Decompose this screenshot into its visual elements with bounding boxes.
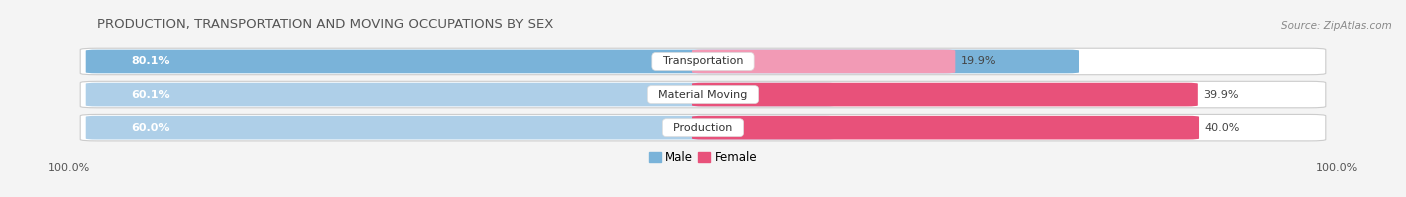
- Text: 100.0%: 100.0%: [1316, 163, 1358, 173]
- Text: Production: Production: [666, 123, 740, 133]
- FancyBboxPatch shape: [80, 48, 1326, 75]
- FancyBboxPatch shape: [692, 83, 1198, 106]
- Text: PRODUCTION, TRANSPORTATION AND MOVING OCCUPATIONS BY SEX: PRODUCTION, TRANSPORTATION AND MOVING OC…: [97, 18, 553, 31]
- FancyBboxPatch shape: [86, 83, 837, 106]
- Text: 19.9%: 19.9%: [960, 57, 997, 66]
- FancyBboxPatch shape: [80, 114, 1326, 141]
- Text: 80.1%: 80.1%: [131, 57, 170, 66]
- Text: Source: ZipAtlas.com: Source: ZipAtlas.com: [1281, 21, 1392, 31]
- FancyBboxPatch shape: [86, 50, 1078, 73]
- Text: 40.0%: 40.0%: [1205, 123, 1240, 133]
- Text: 60.1%: 60.1%: [131, 90, 170, 99]
- Text: 100.0%: 100.0%: [48, 163, 90, 173]
- FancyBboxPatch shape: [86, 116, 835, 139]
- Text: 60.0%: 60.0%: [131, 123, 170, 133]
- FancyBboxPatch shape: [692, 50, 955, 73]
- FancyBboxPatch shape: [692, 116, 1199, 139]
- Text: Material Moving: Material Moving: [651, 90, 755, 99]
- Text: Transportation: Transportation: [655, 57, 751, 66]
- Text: 39.9%: 39.9%: [1204, 90, 1239, 99]
- Legend: Male, Female: Male, Female: [644, 147, 762, 169]
- FancyBboxPatch shape: [80, 81, 1326, 108]
